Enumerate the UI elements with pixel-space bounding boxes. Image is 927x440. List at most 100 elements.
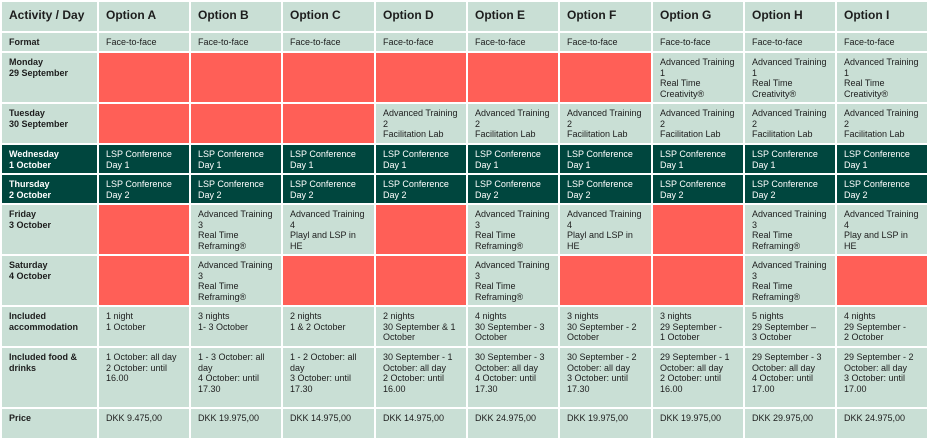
- corner-header: Activity / Day: [0, 0, 99, 33]
- format-option-g-cell: Face-to-face: [651, 31, 745, 53]
- thursday-option-i-cell: LSP Conference Day 2: [835, 173, 927, 205]
- thursday-option-e-cell: LSP Conference Day 2: [466, 173, 560, 205]
- saturday-option-g-unavailable-cell: [651, 254, 745, 307]
- price-row: Price DKK 9.475,00 DKK 19.975,00 DKK 14.975…: [0, 407, 927, 440]
- price-option-b-cell: DKK 19.975,00: [189, 407, 283, 440]
- option-h-header: Option H: [743, 0, 837, 33]
- saturday-option-b-cell: Advanced Training 3 Real Time Reframing®: [189, 254, 283, 307]
- food-option-f-cell: 30 September - 2 October: all day 3 Octo…: [558, 346, 653, 409]
- price-option-e-cell: DKK 24.975,00: [466, 407, 560, 440]
- tuesday-option-d-cell: Advanced Training 2 Facilitation Lab: [374, 102, 468, 145]
- price-option-d-cell: DKK 14.975,00: [374, 407, 468, 440]
- wednesday-option-g-cell: LSP Conference Day 1: [651, 143, 745, 175]
- price-option-f-cell: DKK 19.975,00: [558, 407, 653, 440]
- friday-row-label: Friday 3 October: [0, 203, 99, 256]
- wednesday-option-f-cell: LSP Conference Day 1: [558, 143, 653, 175]
- monday-option-e-unavailable-cell: [466, 51, 560, 104]
- price-row-label: Price: [0, 407, 99, 440]
- tuesday-option-a-unavailable-cell: [97, 102, 191, 145]
- food-option-e-cell: 30 September - 3 October: all day 4 Octo…: [466, 346, 560, 409]
- tuesday-option-b-unavailable-cell: [189, 102, 283, 145]
- food-option-i-cell: 29 September - 2 October: all day 3 Octo…: [835, 346, 927, 409]
- accommodation-option-a-cell: 1 night 1 October: [97, 305, 191, 348]
- saturday-option-h-cell: Advanced Training 3 Real Time Reframing®: [743, 254, 837, 307]
- wednesday-option-i-cell: LSP Conference Day 1: [835, 143, 927, 175]
- thursday-row: Thursday 2 October LSP Conference Day 2 LS…: [0, 173, 927, 205]
- accommodation-row-label: Included accommodation: [0, 305, 99, 348]
- saturday-option-e-cell: Advanced Training 3 Real Time Reframing®: [466, 254, 560, 307]
- format-option-i-cell: Face-to-face: [835, 31, 927, 53]
- food-option-a-cell: 1 October: all day 2 October: until 16.0…: [97, 346, 191, 409]
- option-b-header: Option B: [189, 0, 283, 33]
- option-d-header: Option D: [374, 0, 468, 33]
- tuesday-row-label: Tuesday 30 September: [0, 102, 99, 145]
- format-option-h-cell: Face-to-face: [743, 31, 837, 53]
- thursday-row-label: Thursday 2 October: [0, 173, 99, 205]
- monday-option-f-unavailable-cell: [558, 51, 653, 104]
- option-f-header: Option F: [558, 0, 653, 33]
- friday-option-c-cell: Advanced Training 4 Playl and LSP in HE: [281, 203, 376, 256]
- monday-row: Monday 29 September Advanced Training 1 R…: [0, 51, 927, 104]
- format-option-c-cell: Face-to-face: [281, 31, 376, 53]
- price-option-a-cell: DKK 9.475,00: [97, 407, 191, 440]
- monday-row-label: Monday 29 September: [0, 51, 99, 104]
- monday-option-i-cell: Advanced Training 1 Real Time Creativity…: [835, 51, 927, 104]
- thursday-option-c-cell: LSP Conference Day 2: [281, 173, 376, 205]
- accommodation-option-b-cell: 3 nights 1- 3 October: [189, 305, 283, 348]
- accommodation-option-g-cell: 3 nights 29 September - 1 October: [651, 305, 745, 348]
- tuesday-row: Tuesday 30 September Advanced Training 2 …: [0, 102, 927, 145]
- accommodation-row: Included accommodation 1 night 1 October 3…: [0, 305, 927, 348]
- accommodation-option-f-cell: 3 nights 30 September - 2 October: [558, 305, 653, 348]
- saturday-row-label: Saturday 4 October: [0, 254, 99, 307]
- option-e-header: Option E: [466, 0, 560, 33]
- friday-option-g-unavailable-cell: [651, 203, 745, 256]
- option-i-header: Option I: [835, 0, 927, 33]
- saturday-option-i-unavailable-cell: [835, 254, 927, 307]
- thursday-option-g-cell: LSP Conference Day 2: [651, 173, 745, 205]
- friday-option-e-cell: Advanced Training 3 Real Time Reframing®: [466, 203, 560, 256]
- thursday-option-f-cell: LSP Conference Day 2: [558, 173, 653, 205]
- monday-option-h-cell: Advanced Training 1 Real Time Creativity…: [743, 51, 837, 104]
- price-option-i-cell: DKK 24.975,00: [835, 407, 927, 440]
- accommodation-option-e-cell: 4 nights 30 September - 3 October: [466, 305, 560, 348]
- wednesday-option-c-cell: LSP Conference Day 1: [281, 143, 376, 175]
- food-option-g-cell: 29 September - 1 October: all day 2 Octo…: [651, 346, 745, 409]
- tuesday-option-g-cell: Advanced Training 2 Facilitation Lab: [651, 102, 745, 145]
- food-option-d-cell: 30 September - 1 October: all day 2 Octo…: [374, 346, 468, 409]
- food-row-label: Included food & drinks: [0, 346, 99, 409]
- monday-option-a-unavailable-cell: [97, 51, 191, 104]
- wednesday-option-e-cell: LSP Conference Day 1: [466, 143, 560, 175]
- format-row-label: Format: [0, 31, 99, 53]
- wednesday-row-label: Wednesday 1 October: [0, 143, 99, 175]
- monday-option-b-unavailable-cell: [189, 51, 283, 104]
- option-a-header: Option A: [97, 0, 191, 33]
- saturday-row: Saturday 4 October Advanced Training 3 Re…: [0, 254, 927, 307]
- option-g-header: Option G: [651, 0, 745, 33]
- price-option-g-cell: DKK 19.975,00: [651, 407, 745, 440]
- monday-option-c-unavailable-cell: [281, 51, 376, 104]
- header-row: Activity / Day Option A Option B Option …: [0, 0, 927, 33]
- format-option-b-cell: Face-to-face: [189, 31, 283, 53]
- food-option-c-cell: 1 - 2 October: all day 3 October: until …: [281, 346, 376, 409]
- monday-option-g-cell: Advanced Training 1 Real Time Creativity…: [651, 51, 745, 104]
- friday-option-i-cell: Advanced Training 4 Play and LSP in HE: [835, 203, 927, 256]
- saturday-option-c-unavailable-cell: [281, 254, 376, 307]
- friday-row: Friday 3 October Advanced Training 3 Real…: [0, 203, 927, 256]
- friday-option-f-cell: Advanced Training 4 Playl and LSP in HE: [558, 203, 653, 256]
- format-row: Format Face-to-face Face-to-face Face-to-fa…: [0, 31, 927, 53]
- accommodation-option-c-cell: 2 nights 1 & 2 October: [281, 305, 376, 348]
- food-option-h-cell: 29 September - 3 October: all day 4 Octo…: [743, 346, 837, 409]
- friday-option-a-unavailable-cell: [97, 203, 191, 256]
- saturday-option-d-unavailable-cell: [374, 254, 468, 307]
- wednesday-option-b-cell: LSP Conference Day 1: [189, 143, 283, 175]
- accommodation-option-h-cell: 5 nights 29 September – 3 October: [743, 305, 837, 348]
- wednesday-option-h-cell: LSP Conference Day 1: [743, 143, 837, 175]
- accommodation-option-i-cell: 4 nights 29 September - 2 October: [835, 305, 927, 348]
- tuesday-option-e-cell: Advanced Training 2 Facilitation Lab: [466, 102, 560, 145]
- saturday-option-f-unavailable-cell: [558, 254, 653, 307]
- price-option-c-cell: DKK 14.975,00: [281, 407, 376, 440]
- format-option-e-cell: Face-to-face: [466, 31, 560, 53]
- saturday-option-a-unavailable-cell: [97, 254, 191, 307]
- friday-option-h-cell: Advanced Training 3 Real Time Reframing®: [743, 203, 837, 256]
